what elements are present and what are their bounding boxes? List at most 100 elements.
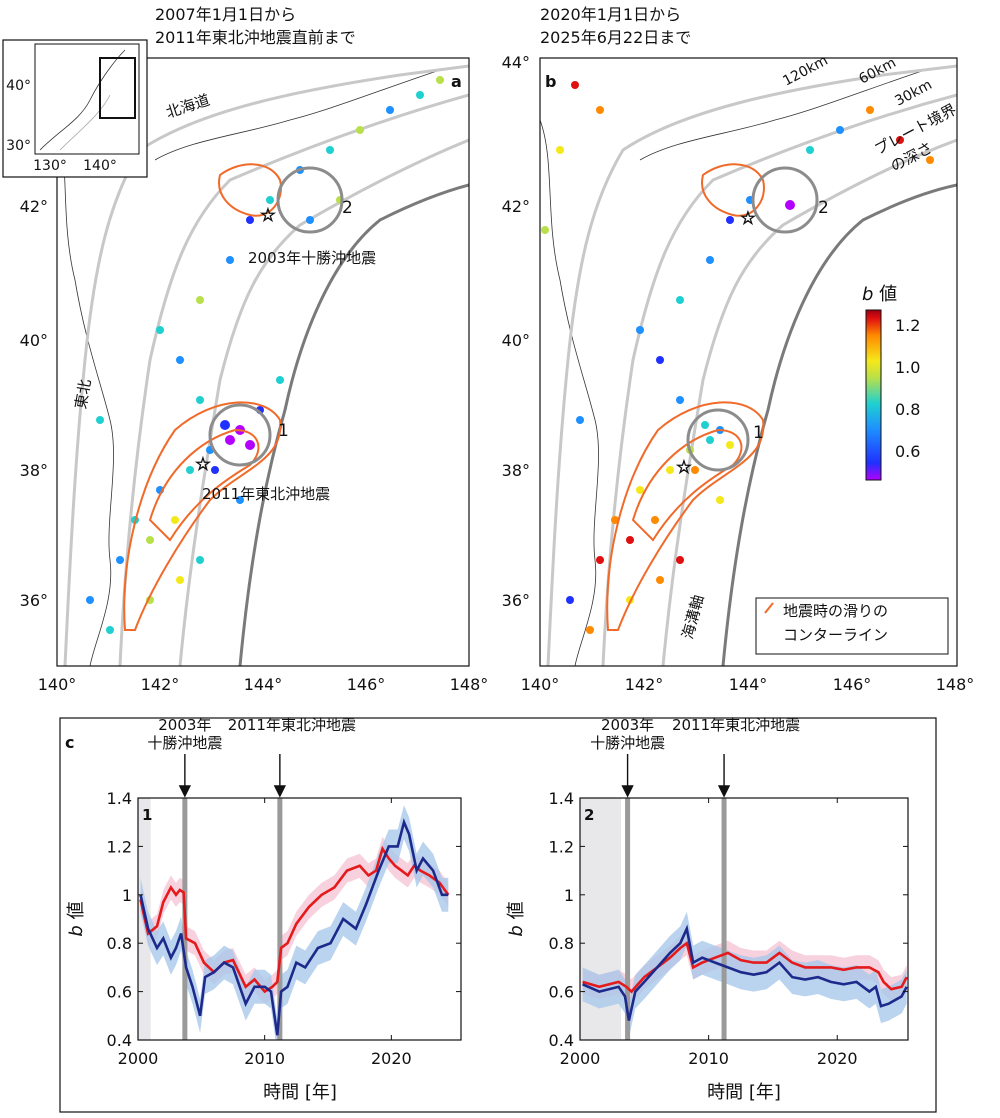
colorbar: b 値 1.2 1.0 0.8 0.6: [862, 284, 920, 481]
x-tick-label: 2000: [560, 1049, 601, 1068]
map-panel-a: 2007年1月1日から 2011年東北沖地震直前まで: [2, 5, 488, 694]
map-b-seismicity-dots: [541, 81, 934, 634]
map-b-coastline-hokkaido: [639, 69, 926, 161]
map-a-lat-tick-38: 38°: [20, 461, 48, 480]
y-tick-label: 1: [122, 886, 132, 905]
map-a-label-tohoku: 東北: [72, 378, 95, 411]
map-a-region-circle-1: [208, 403, 272, 467]
map-b-slip-contour-2011-inner: [631, 428, 743, 542]
svg-text:b 値: b 値: [66, 901, 87, 936]
chart2-series-navy: [582, 924, 908, 1021]
map-a-inset-lon-130: 130°: [33, 158, 67, 174]
map-a-slip-contour-2003: [218, 163, 282, 217]
map-a-frame: [56, 57, 470, 667]
map-a-inset-lat-30: 30°: [6, 138, 31, 154]
y-tick-label: 1.2: [549, 837, 574, 856]
map-a-lat-tick-40: 40°: [20, 331, 48, 350]
chart-region-1: 0.4 0.6 0.8 1 1.2 1.4 2000 2010 2020 1 b 値 時間 […: [66, 716, 462, 1103]
map-b-lon-tick-144: 144°: [729, 675, 768, 694]
map-a-lon-tick-140: 140°: [38, 675, 77, 694]
y-tick-label: 0.4: [549, 1031, 574, 1050]
chart2-title: 2: [584, 806, 594, 824]
map-b-epicenter-2011-star: ☆: [676, 457, 692, 478]
colorbar-gradient: [865, 309, 882, 481]
y-tick-label: 1.4: [549, 789, 574, 808]
map-b-lat-tick-44: 44°: [502, 53, 530, 72]
map-b-panel-letter: b: [545, 72, 556, 91]
map-a-inset-lat-40: 40°: [6, 78, 31, 94]
map-a-lon-tick-142: 142°: [141, 675, 180, 694]
chart2-y-ticks: 0.4 0.6 0.8 1 1.2 1.4: [549, 789, 908, 1050]
map-a-period-line1: 2007年1月1日から: [155, 5, 296, 24]
map-a-lat-tick-36: 36°: [20, 591, 48, 610]
map-a-isodepth-30: [178, 138, 469, 666]
map-b-lon-tick-140: 140°: [521, 675, 560, 694]
y-tick-label: 0.8: [549, 934, 574, 953]
chart2-ylabel-rest: 値: [506, 901, 527, 925]
map-b-lat-tick-38: 38°: [502, 461, 530, 480]
map-a-lat-tick-42: 42°: [20, 197, 48, 216]
chart1-title: 1: [142, 806, 152, 824]
map-b-label-region1: 1: [753, 423, 764, 443]
svg-text:b 値: b 値: [506, 901, 527, 936]
chart1-ylabel-italic: b: [66, 925, 87, 936]
map-b-lon-tick-146: 146°: [833, 675, 872, 694]
map-b-region-circle-2: [751, 166, 819, 234]
map-a-lon-tick-146: 146°: [347, 675, 386, 694]
map-b-frame: [539, 57, 958, 667]
map-a-label-event-2003: 2003年十勝沖地震: [248, 249, 376, 267]
map-a-epicenter-2003-star: ☆: [260, 205, 276, 226]
map-a-coastline-tohoku: [57, 119, 114, 666]
chart2-event-2003-label2: 十勝沖地震: [590, 734, 665, 752]
chart1-event-2003-label2: 十勝沖地震: [147, 734, 222, 752]
panel-c-letter: c: [65, 733, 74, 752]
chart2-ylabel-italic: b: [506, 925, 527, 936]
map-b-lat-tick-42: 42°: [502, 197, 530, 216]
map-a-lon-tick-144: 144°: [244, 675, 283, 694]
legend-line2: コンターライン: [783, 626, 888, 644]
chart1-band-navy: [140, 805, 449, 1040]
colorbar-title-italic: b: [862, 284, 873, 305]
colorbar-tick-1.0: 1.0: [895, 358, 920, 377]
map-b-lon-tick-142: 142°: [625, 675, 664, 694]
map-a-panel-letter: a: [451, 72, 462, 91]
map-b-trench: [721, 183, 957, 666]
colorbar-tick-1.2: 1.2: [895, 316, 920, 335]
map-b-epicenter-2003-star: ☆: [740, 208, 756, 229]
map-b-period-line2: 2025年6月22日まで: [540, 28, 691, 47]
chart2-event-2011-arrow: [717, 754, 731, 798]
y-tick-label: 0.4: [107, 1031, 132, 1050]
map-a-inset: 40° 30° 130° 140°: [2, 39, 148, 178]
chart-region-2: 0.4 0.6 0.8 1 1.2 1.4 2000 2010 2020 2 b 値 時間 […: [506, 716, 909, 1103]
chart1-y-ticks: 0.4 0.6 0.8 1 1.2 1.4: [107, 789, 461, 1050]
legend-line1: 地震時の滑りの: [783, 602, 888, 620]
svg-text:b 値: b 値: [862, 284, 897, 305]
map-b-lat-tick-36: 36°: [502, 591, 530, 610]
y-tick-label: 1: [564, 886, 574, 905]
x-tick-label: 2010: [688, 1049, 729, 1068]
map-a-isodepth-60: [118, 93, 469, 666]
map-b-period-line1: 2020年1月1日から: [540, 5, 681, 24]
x-tick-label: 2000: [118, 1049, 159, 1068]
slip-contour-legend: 地震時の滑りの コンターライン: [755, 597, 949, 655]
x-tick-label: 2020: [371, 1049, 412, 1068]
map-a-slip-contour-2011: [123, 401, 282, 631]
chart2-event-2003-arrow: [621, 754, 634, 798]
y-tick-label: 0.8: [107, 934, 132, 953]
map-b-letter-bg: [542, 70, 560, 92]
map-a-letter-bg: [448, 70, 466, 92]
chart1-xlabel: 時間 [年]: [263, 1082, 337, 1103]
map-a-label-region1: 1: [278, 421, 289, 441]
chart1-frame: [137, 797, 462, 1041]
x-tick-label: 2010: [244, 1049, 285, 1068]
map-b-lat-tick-40: 40°: [502, 331, 530, 350]
chart1-ylabel-rest: 値: [66, 901, 87, 925]
chart1-event-2003-label1: 2003年: [158, 716, 211, 734]
chart1-event-2003-arrow: [178, 754, 191, 798]
chart2-series-red: [582, 941, 908, 994]
y-tick-label: 1.4: [107, 789, 132, 808]
x-tick-label: 2020: [817, 1049, 858, 1068]
chart2-event-2011-label: 2011年東北沖地震: [672, 716, 800, 734]
y-tick-label: 0.6: [107, 983, 132, 1002]
chart2-band-navy: [582, 911, 907, 1038]
